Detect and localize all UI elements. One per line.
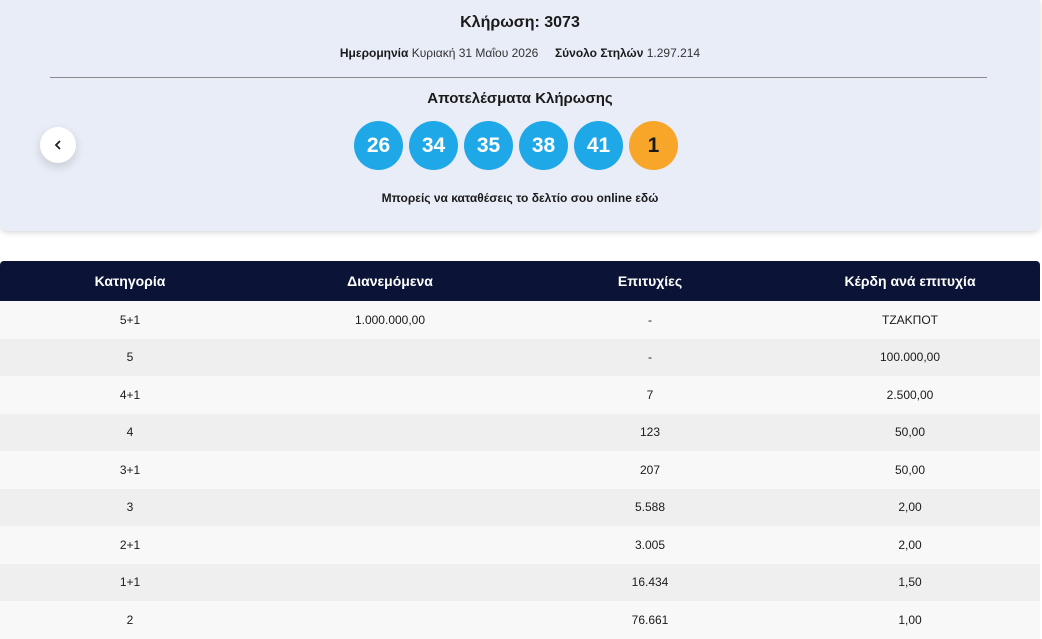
column-header: Κατηγορία [0,261,260,301]
table-cell: 1,00 [780,601,1040,639]
table-cell: 5 [0,338,260,376]
empty-cell [260,413,520,451]
table-cell: 4 [0,413,260,451]
empty-cell [260,563,520,601]
draw-title: Κλήρωση: 3073 [460,14,580,31]
divider [50,77,987,78]
table-cell: 16.434 [520,563,780,601]
table-row: 1+1 16.434 1,50 [0,563,1040,601]
table-cell: 50,00 [780,413,1040,451]
table-cell: 4+1 [0,376,260,414]
table-cell: 207 [520,451,780,489]
empty-cell [260,488,520,526]
table-cell: - [520,338,780,376]
online-link[interactable]: Μπορείς να καταθέσεις το δελτίο σου onli… [381,191,659,205]
table-row: 5+1 1.000.000,00- ΤΖΑΚΠΟΤ [0,301,1040,339]
empty-cell [260,526,520,564]
table-row: 5 -100.000,00 [0,338,1040,376]
table-cell: 2+1 [0,526,260,564]
table-cell: 76.661 [520,601,780,639]
empty-cell [260,338,520,376]
results-title: Αποτελέσματα Κλήρωσης [427,90,613,107]
date-label: Ημερομηνία [339,46,409,60]
table-cell: 1+1 [0,563,260,601]
ball: 41 [574,121,623,170]
empty-cell [260,451,520,489]
ball: 35 [464,121,513,170]
draw-card: Κλήρωση: 3073 Ημερομηνία Κυριακή 31 Μαΐο… [0,0,1040,231]
columns-label: Σύνολο Στηλών [554,46,644,60]
ball: 26 [354,121,403,170]
bonus-ball: 1 [629,121,678,170]
column-header: Κέρδη ανά επιτυχία [780,261,1040,301]
table-cell: 3+1 [0,451,260,489]
table-row: 2 76.661 1,00 [0,601,1040,639]
table-row: 4+1 7 2.500,00 [0,376,1040,414]
table-cell: 50,00 [780,451,1040,489]
table-cell: 1,50 [780,563,1040,601]
table-cell: ΤΖΑΚΠΟΤ [780,301,1040,339]
table-row: 4 123 50,00 [0,413,1040,451]
column-header: Διανεμόμενα [260,261,520,301]
chevron-icon [54,140,61,150]
table-cell: - [520,301,780,339]
table-cell: 2,00 [780,488,1040,526]
table-cell: 5.588 [520,488,780,526]
table-cell: 123 [520,413,780,451]
table-cell: 2,00 [780,526,1040,564]
table-row: 3+1 207 50,00 [0,451,1040,489]
table-cell: 3.005 [520,526,780,564]
table-cell: 7 [520,376,780,414]
table-row: 2+1 3.005 2,00 [0,526,1040,564]
column-header: Επιτυχίες [520,261,780,301]
date-value: Κυριακή 31 Μαΐου 2026 [411,46,539,60]
ball: 34 [409,121,458,170]
table-cell: 2 [0,601,260,639]
table-cell: 5+1 [0,301,260,339]
ball: 38 [519,121,568,170]
back-button[interactable] [40,127,76,163]
table-cell: 2.500,00 [780,376,1040,414]
table-cell: 3 [0,488,260,526]
empty-cell [260,601,520,639]
balls: 26 34 35 38 41 1 [354,121,678,170]
table-cell: 100.000,00 [780,338,1040,376]
empty-cell [260,376,520,414]
table-row: 3 5.588 2,00 [0,488,1040,526]
columns-value: 1.297.214 [646,46,701,60]
header-row: Κατηγορία Διανεμόμενα Επιτυχίες Κέρδη ανά ε… [0,261,1040,301]
draw-meta: Ημερομηνία Κυριακή 31 Μαΐου 2026 Σύνολο … [0,46,1040,60]
prize-table: Κατηγορία Διανεμόμενα Επιτυχίες Κέρδη ανά ε… [0,261,1040,639]
table-cell: 1.000.000,00 [260,301,520,339]
